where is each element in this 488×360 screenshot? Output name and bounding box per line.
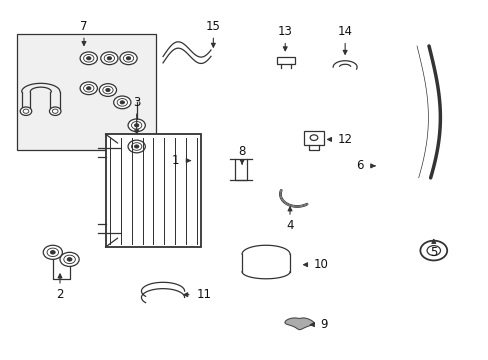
- Circle shape: [128, 140, 145, 153]
- Text: 14: 14: [337, 25, 352, 38]
- Bar: [17, 33, 156, 150]
- Circle shape: [80, 52, 97, 65]
- Circle shape: [99, 84, 116, 96]
- Text: 9: 9: [319, 318, 326, 331]
- Text: 12: 12: [337, 133, 352, 146]
- Circle shape: [113, 96, 131, 109]
- Text: 5: 5: [429, 246, 437, 259]
- Bar: [304, 131, 323, 145]
- Circle shape: [67, 258, 72, 261]
- Circle shape: [49, 107, 61, 116]
- Circle shape: [20, 107, 32, 116]
- Text: 15: 15: [205, 20, 221, 33]
- Circle shape: [120, 52, 137, 65]
- Circle shape: [107, 57, 111, 60]
- Text: 3: 3: [133, 96, 140, 109]
- Circle shape: [105, 89, 110, 92]
- Text: 13: 13: [277, 25, 292, 38]
- Circle shape: [80, 82, 97, 95]
- Circle shape: [120, 101, 124, 104]
- Circle shape: [86, 87, 91, 90]
- Circle shape: [101, 52, 118, 65]
- Bar: [276, 57, 294, 64]
- Text: 11: 11: [196, 288, 211, 301]
- Text: 7: 7: [80, 20, 87, 33]
- Circle shape: [134, 145, 139, 148]
- Polygon shape: [285, 318, 314, 330]
- Circle shape: [134, 124, 139, 127]
- Text: 4: 4: [285, 219, 293, 232]
- Circle shape: [128, 119, 145, 132]
- Circle shape: [60, 252, 79, 266]
- Text: 2: 2: [56, 288, 63, 301]
- Text: 1: 1: [171, 154, 179, 167]
- Text: 6: 6: [355, 159, 363, 172]
- Text: 10: 10: [313, 258, 328, 271]
- Bar: [105, 134, 201, 247]
- Circle shape: [50, 251, 55, 254]
- Circle shape: [86, 57, 91, 60]
- Text: 8: 8: [238, 145, 245, 158]
- Circle shape: [420, 241, 447, 260]
- Circle shape: [43, 245, 62, 259]
- Circle shape: [126, 57, 130, 60]
